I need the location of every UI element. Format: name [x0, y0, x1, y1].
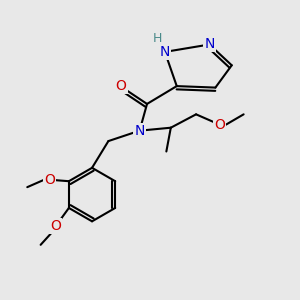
Text: N: N [160, 45, 170, 59]
Text: O: O [44, 173, 55, 187]
Text: N: N [204, 38, 214, 52]
Text: O: O [116, 79, 127, 93]
Text: N: N [134, 124, 145, 138]
Text: O: O [50, 219, 61, 233]
Text: H: H [153, 32, 162, 45]
Text: O: O [214, 118, 225, 132]
